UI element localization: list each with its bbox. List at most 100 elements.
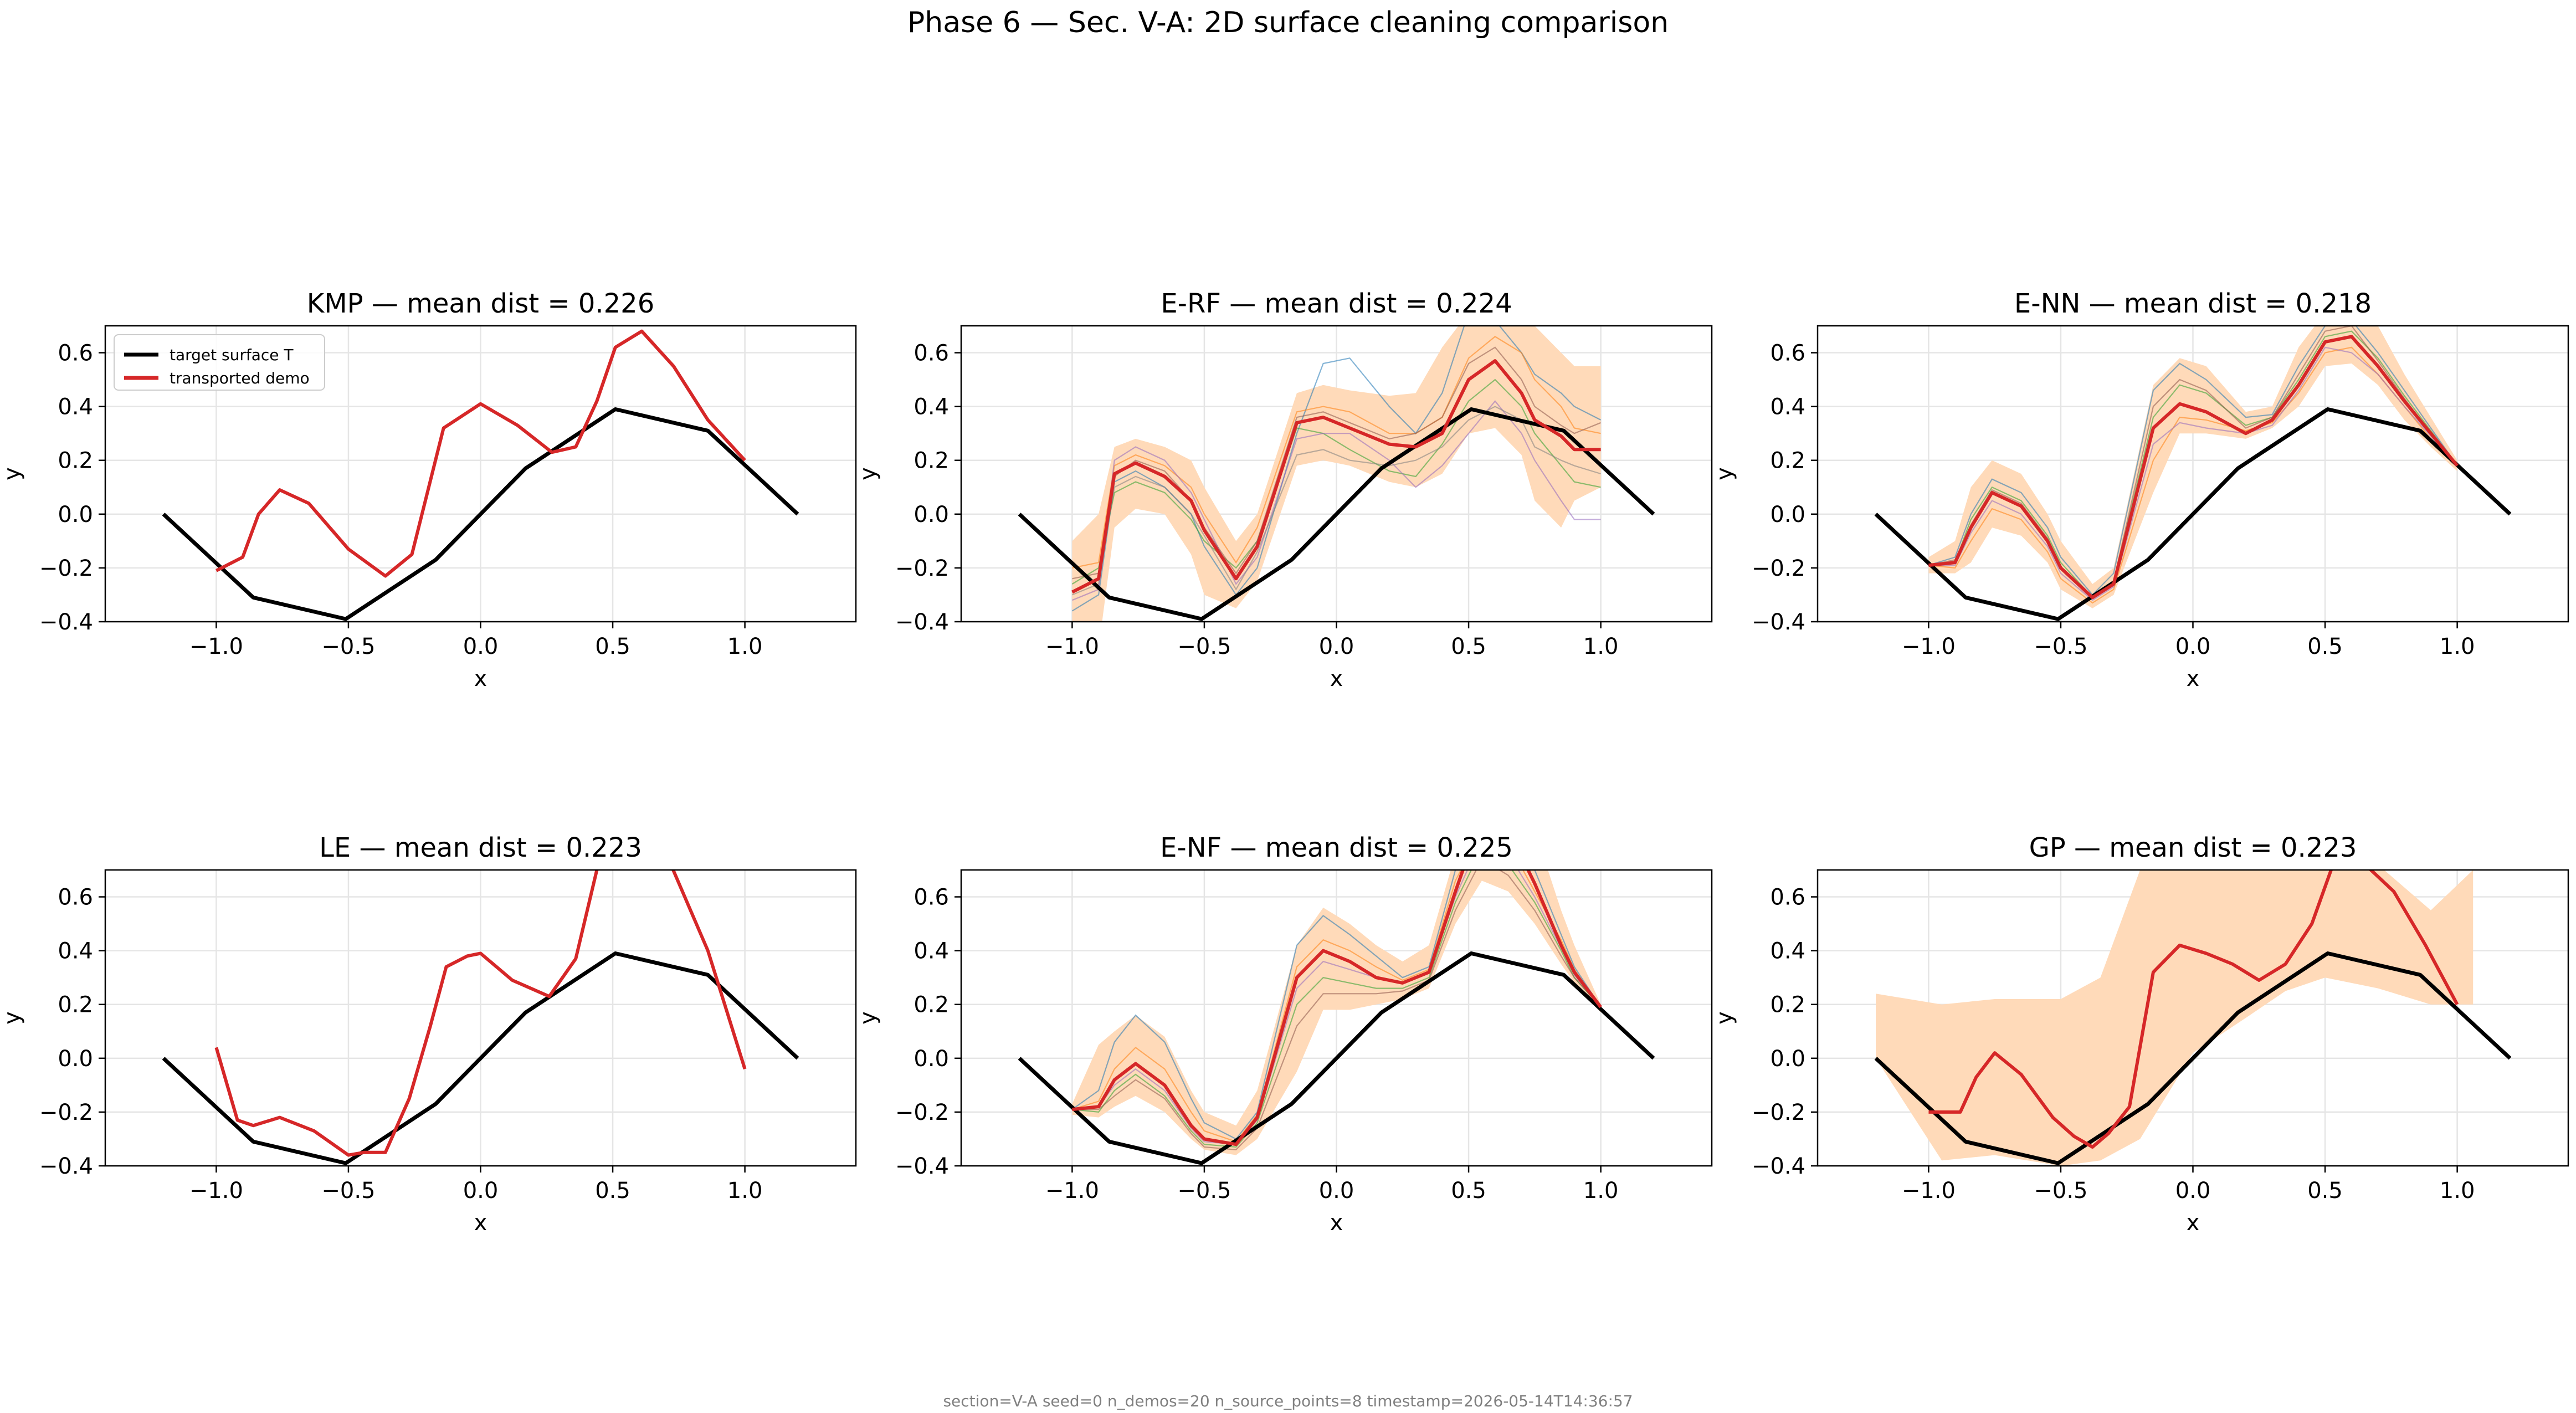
y-axis-label: y [855, 467, 881, 480]
uncertainty-band [1072, 870, 1601, 1155]
subplot-title: GP — mean dist = 0.223 [2029, 832, 2357, 863]
x-tick-label: 0.5 [1451, 1178, 1486, 1204]
x-tick-label: 0.0 [463, 634, 499, 659]
ensemble-member-line [1071, 400, 1601, 601]
y-tick-label: 0.0 [58, 1046, 93, 1072]
y-tick-label: 0.6 [914, 341, 949, 366]
x-tick-label: 0.0 [2175, 1178, 2211, 1204]
ensemble-member-line [1928, 326, 2458, 598]
transported-demo-line [215, 329, 746, 578]
plot-area [1018, 870, 1655, 1165]
y-tick-label: −0.2 [39, 1100, 93, 1125]
y-tick-label: −0.4 [39, 610, 93, 635]
x-tick-label: −1.0 [1902, 1178, 1956, 1204]
subplot-title: E-NN — mean dist = 0.218 [2014, 288, 2372, 319]
ensemble-member-line [1928, 346, 2458, 604]
subplot-title: KMP — mean dist = 0.226 [307, 288, 655, 319]
uncertainty-band [1928, 326, 2457, 608]
y-tick-label: 0.4 [914, 395, 949, 420]
y-tick-label: 0.4 [58, 395, 93, 420]
y-axis-label: y [0, 467, 25, 480]
target-surface-line [1874, 951, 2512, 1165]
y-tick-label: −0.2 [895, 556, 949, 581]
x-tick-label: 0.5 [595, 1178, 630, 1204]
x-tick-label: −1.0 [1045, 634, 1099, 659]
ensemble-member-line [1072, 870, 1602, 1145]
figure-footer: section=V-A seed=0 n_demos=20 n_source_p… [943, 1392, 1633, 1410]
plot-area [1874, 326, 2512, 621]
x-tick-label: 0.5 [2307, 634, 2343, 659]
subplot-title: E-RF — mean dist = 0.224 [1161, 288, 1512, 319]
x-tick-label: 1.0 [727, 634, 763, 659]
x-axis-label: x [2187, 1210, 2200, 1236]
target-surface-line [1874, 407, 2512, 621]
ensemble-member-line [1928, 346, 2458, 601]
ensemble-member-line [1072, 346, 1602, 580]
y-tick-label: 0.6 [914, 885, 949, 910]
x-tick-label: −1.0 [189, 1178, 243, 1204]
y-tick-label: 0.2 [58, 448, 93, 474]
y-tick-label: 0.0 [58, 502, 93, 528]
legend-label: target surface T [170, 346, 294, 364]
subplot-2: −1.0 −0.5 0.0 0.5 1.0 −0.4 −0.2 0.0 0.2 0.4 0.6 x y E… [855, 288, 1713, 692]
transported-demo-line [1071, 359, 1601, 594]
y-axis-label: y [1712, 467, 1737, 480]
x-tick-label: −1.0 [1045, 1178, 1099, 1204]
y-tick-label: 0.2 [1770, 448, 1805, 474]
target-surface-line [162, 407, 799, 621]
ensemble-member-line [1071, 326, 1602, 612]
y-tick-label: 0.4 [58, 939, 93, 964]
x-tick-label: 0.5 [595, 634, 630, 659]
y-tick-label: 0.2 [914, 992, 949, 1018]
transported-demo-line [1928, 335, 2459, 600]
y-tick-label: 0.4 [1770, 939, 1805, 964]
x-tick-label: 1.0 [1583, 634, 1619, 659]
y-tick-label: −0.2 [895, 1100, 949, 1125]
y-tick-label: 0.0 [914, 1046, 949, 1072]
x-tick-label: −1.0 [189, 634, 243, 659]
y-tick-label: 0.2 [914, 448, 949, 474]
x-tick-label: −0.5 [321, 634, 375, 659]
x-tick-label: 0.5 [1451, 634, 1486, 659]
x-axis-label: x [474, 666, 488, 692]
x-axis-label: x [1330, 666, 1343, 692]
transported-demo-line [1072, 870, 1602, 1146]
x-tick-label: −0.5 [1177, 634, 1231, 659]
ensemble-member-line [1071, 870, 1602, 1140]
y-axis-label: y [0, 1011, 25, 1025]
subplot-title: LE — mean dist = 0.223 [319, 832, 642, 863]
subplot-grid: −1.0 −0.5 0.0 0.5 1.0 −0.4 −0.2 0.0 0.2 0.4 0.6 x y K… [0, 288, 2569, 1236]
y-tick-label: 0.6 [58, 341, 93, 366]
y-tick-label: 0.4 [914, 939, 949, 964]
ensemble-member-line [1071, 406, 1601, 596]
subplot-4: −1.0 −0.5 0.0 0.5 1.0 −0.4 −0.2 0.0 0.2 0.4 0.6 x y L… [0, 832, 857, 1236]
figure-suptitle: Phase 6 — Sec. V-A: 2D surface cleaning … [907, 6, 1669, 39]
y-tick-label: −0.4 [39, 1154, 93, 1179]
target-surface-line [1018, 951, 1655, 1165]
x-tick-label: 1.0 [2440, 1178, 2475, 1204]
plot-area [162, 870, 799, 1165]
y-tick-label: 0.0 [1770, 1046, 1805, 1072]
x-tick-label: 0.0 [2175, 634, 2211, 659]
y-axis-label: y [1712, 1011, 1737, 1025]
x-axis-label: x [474, 1210, 488, 1236]
x-tick-label: −0.5 [1177, 1178, 1231, 1204]
y-tick-label: 0.2 [1770, 992, 1805, 1018]
y-tick-label: 0.6 [58, 885, 93, 910]
subplot-3: −1.0 −0.5 0.0 0.5 1.0 −0.4 −0.2 0.0 0.2 0.4 0.6 x y E… [1712, 288, 2569, 692]
y-tick-label: 0.2 [58, 992, 93, 1018]
x-axis-label: x [2187, 666, 2200, 692]
uncertainty-band [1876, 870, 2474, 1166]
subplot-5: −1.0 −0.5 0.0 0.5 1.0 −0.4 −0.2 0.0 0.2 0.4 0.6 x y E… [855, 832, 1713, 1236]
ensemble-member-line [1071, 378, 1601, 585]
x-tick-label: 1.0 [1583, 1178, 1619, 1204]
uncertainty-band [1072, 326, 1601, 622]
target-surface-line [162, 951, 799, 1165]
x-tick-label: 0.0 [463, 1178, 499, 1204]
ensemble-member-line [1072, 336, 1601, 569]
x-tick-label: 1.0 [727, 1178, 763, 1204]
legend-label: transported demo [170, 369, 310, 387]
y-tick-label: −0.4 [895, 1154, 949, 1179]
y-tick-label: −0.4 [1752, 1154, 1805, 1179]
